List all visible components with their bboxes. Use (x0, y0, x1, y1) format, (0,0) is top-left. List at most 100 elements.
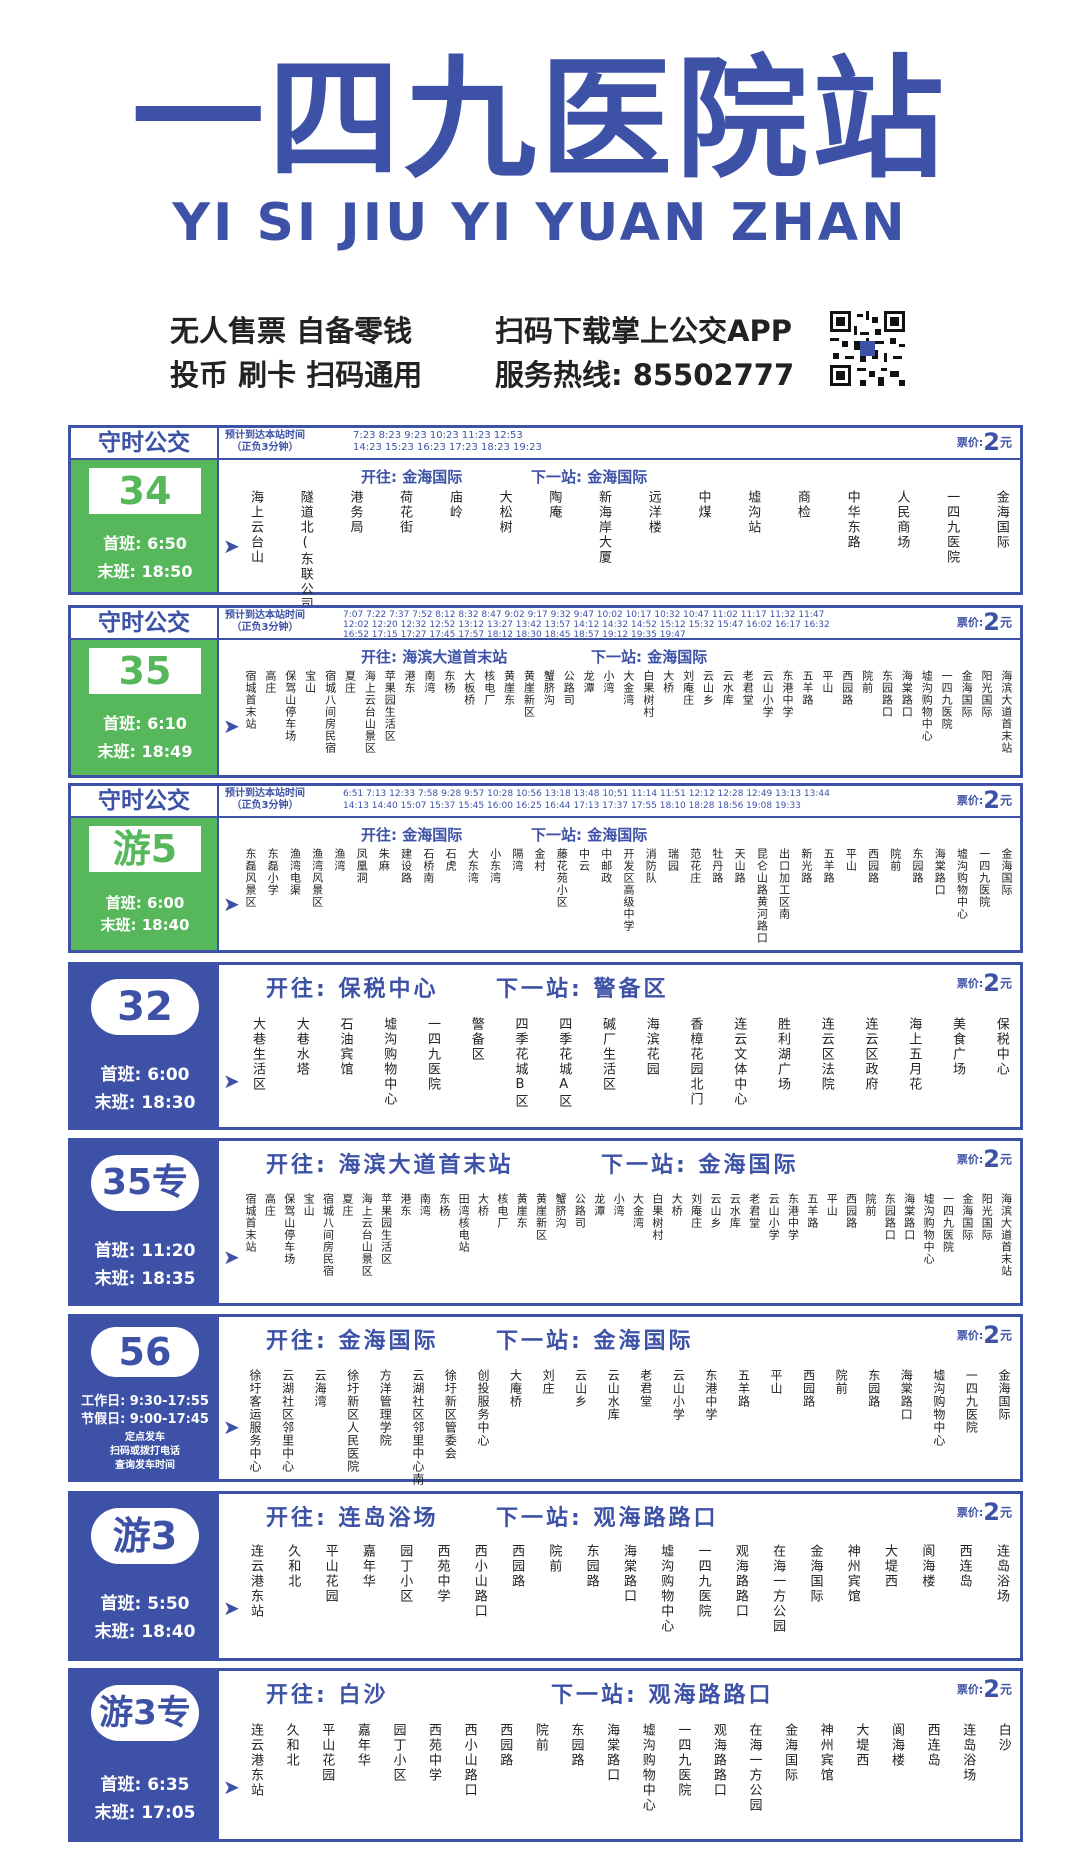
stop-name: 一四九医院 (695, 1544, 711, 1619)
stop-name: 东园路 (866, 1369, 881, 1408)
stop-name: 西园路 (509, 1544, 525, 1589)
stop-name: 警备区 (468, 1017, 484, 1062)
stop-name: 院前 (532, 1723, 548, 1753)
stop-name: 大巷生活区 (250, 1017, 265, 1092)
stop-name: 连云区政府 (862, 1017, 878, 1092)
stop-name: 金海国际 (782, 1723, 798, 1783)
route-badge: 56 工作日: 9:30-17:55 节假日: 9:00-17:45 定点发车 … (71, 1317, 219, 1479)
stop-name: 一四九医院 (425, 1017, 440, 1092)
first-bus: 首班: 6:50 (103, 534, 187, 553)
stop-list: 海上云台山 隧道北(东联公司) 港务局 荷花街 庙岭 大松树 陶庵 新海岸大厦 远洋楼 中煤 墟沟站… (248, 490, 1009, 629)
toward-label: 开往: 海滨大道首末站 (266, 1153, 514, 1178)
stop-name: 核电厂 (482, 670, 496, 706)
stop-name: 黄崖东 (515, 1193, 529, 1229)
arrival-times: 7:23 8:23 9:23 10:23 11:23 12:53 14:23 15… (353, 430, 542, 453)
stop-name: 牡丹路 (710, 848, 724, 884)
stop-name: 宿城八间房民宿 (321, 1193, 335, 1277)
next-stop-label: 下一站: 金海国际 (601, 1153, 799, 1178)
stop-name: 田湾核电站 (457, 1193, 471, 1253)
next-stop-label: 下一站: 观海路路口 (551, 1683, 774, 1708)
stop-name: 墟沟购物中心 (381, 1017, 397, 1107)
fare: 票价:2元 (956, 1498, 1012, 1526)
stop-name: 连岛浴场 (993, 1544, 1009, 1604)
stop-name: 东园路 (568, 1723, 584, 1768)
stop-name: 蟹脐沟 (554, 1193, 567, 1229)
stop-name: 西连岛 (924, 1723, 940, 1768)
stop-name: 金海国际 (993, 490, 1009, 550)
stop-name: 老君堂 (638, 1369, 653, 1408)
stop-name: 核电厂 (495, 1193, 509, 1229)
stop-name: 人民商场 (894, 490, 910, 550)
stop-name: 在海一方公园 (770, 1544, 786, 1634)
route-panel-32: 32 首班: 6:00 末班: 18:30 开往: 保税中心 下一站: 警备区 … (68, 962, 1023, 1130)
stop-name: 五羊路 (805, 1193, 819, 1229)
stop-name: 云山乡 (573, 1369, 588, 1408)
stop-name: 云海湾 (313, 1369, 328, 1408)
brand-label: 守时公交 (71, 608, 219, 638)
stop-name: 神州宾馆 (844, 1544, 860, 1604)
stop-name: 云湖社区邻里中心南 (410, 1369, 425, 1486)
stop-name: 创投服务中心 (475, 1369, 490, 1447)
stop-name: 天山路 (733, 848, 747, 884)
stop-name: 一四九医院 (964, 1369, 979, 1434)
stop-name: 小东湾 (488, 848, 502, 884)
stop-name: 西连岛 (956, 1544, 972, 1589)
route-badge: 34 首班: 6:50 末班: 18:50 (71, 460, 219, 592)
stop-name: 平山 (844, 848, 858, 872)
stop-name: 五羊路 (822, 848, 836, 884)
stop-name: 阳光国际 (979, 670, 993, 718)
stop-name: 苹果园生活区 (379, 1193, 393, 1265)
qr-code-icon[interactable] (830, 311, 905, 386)
stop-name: 石桥南 (421, 848, 435, 884)
route-number: 56 (91, 1327, 199, 1377)
last-bus: 末班: 18:40 (100, 916, 190, 934)
stop-list: 徐圩客运服务中心 云湖社区邻里中心 云海湾 徐圩新区人民医院 方洋管理学院 云湖社区邻里中… (248, 1369, 1011, 1486)
stop-name: 阆海楼 (888, 1723, 904, 1768)
stop-name: 平山 (769, 1369, 783, 1395)
stop-name: 五羊路 (736, 1369, 751, 1408)
route-number: 游3专 (91, 1685, 199, 1741)
notice-hotline: 服务热线: 85502777 (495, 358, 795, 392)
stop-name: 消防队 (644, 848, 658, 884)
stop-name: 大金湾 (631, 1193, 645, 1229)
arrival-times: 7:07 7:22 7:37 7:52 8:12 8:32 8:47 9:02 … (343, 610, 830, 640)
stop-name: 小湾 (602, 670, 616, 694)
stop-name: 海棠路口 (900, 670, 914, 718)
fare: 票价:2元 (956, 608, 1012, 636)
stop-name: 阆海楼 (919, 1544, 935, 1589)
brand-label: 守时公交 (71, 428, 219, 458)
stop-name: 苹果园生活区 (383, 670, 397, 742)
stop-name: 园丁小区 (390, 1723, 406, 1783)
stop-name: 云山水库 (606, 1369, 621, 1421)
stop-name: 西小山路口 (471, 1544, 487, 1619)
stop-name: 刘庄 (541, 1369, 556, 1395)
stop-name: 平山花园 (322, 1544, 338, 1604)
stop-name: 观海路路口 (732, 1544, 748, 1619)
stop-name: 海棠路口 (899, 1369, 914, 1421)
stop-name: 大东湾 (466, 848, 480, 884)
stop-name: 小湾 (612, 1193, 626, 1217)
stop-name: 连云区法院 (818, 1017, 834, 1092)
first-bus: 首班: 6:35 (100, 1775, 190, 1795)
stop-name: 墟沟购物中心 (955, 848, 969, 920)
stop-name: 海上云台山景区 (360, 1193, 374, 1277)
stop-name: 南湾 (423, 670, 437, 694)
fare: 票价:2元 (956, 428, 1012, 456)
fare: 票价:2元 (956, 1145, 1012, 1173)
stop-name: 白果树村 (641, 670, 655, 718)
stop-name: 老君堂 (741, 670, 755, 706)
stop-name: 一四九医院 (977, 848, 991, 908)
route-panel-you5: 守时公交 预计到达本站时间 （正负3分钟） 6:51 7:13 12:33 7:5… (68, 783, 1023, 953)
stop-name: 蟹脐沟 (542, 670, 556, 706)
stop-name: 海上五月花 (906, 1017, 922, 1092)
stop-name: 海上云台山 (248, 490, 263, 565)
first-bus: 首班: 6:00 (100, 1065, 190, 1085)
route-panel-34: 守时公交 预计到达本站时间 （正负3分钟） 7:23 8:23 9:23 10:2… (68, 425, 1023, 629)
stop-name: 港东 (403, 670, 417, 694)
stop-name: 西园路 (801, 1369, 816, 1408)
stop-name: 高庄 (263, 1193, 277, 1217)
stop-name: 老君堂 (747, 1193, 761, 1229)
schedule-header: 守时公交 预计到达本站时间 （正负3分钟） 7:07 7:22 7:37 7:52… (71, 608, 1020, 640)
next-stop-label: 下一站: 金海国际 (531, 826, 648, 844)
route-number: 游5 (89, 826, 201, 872)
